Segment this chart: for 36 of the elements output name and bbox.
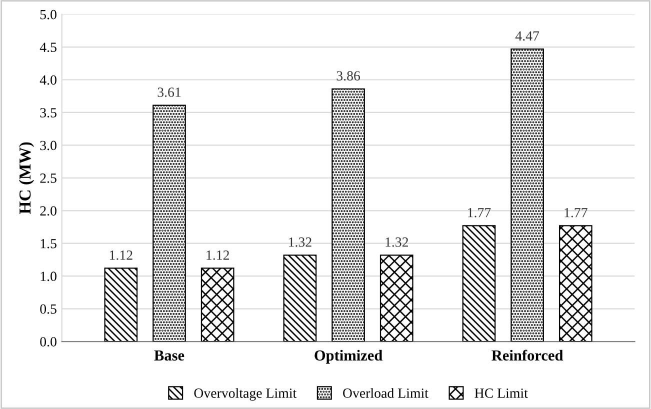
x-tick-label: Base (154, 350, 184, 361)
y-tick-label: 0.5 (40, 304, 56, 314)
bar (462, 225, 496, 342)
bar (380, 254, 414, 342)
y-tick-label: 3.5 (40, 108, 56, 118)
legend-label: Overload Limit (343, 388, 428, 398)
data-label: 4.47 (515, 31, 540, 41)
y-tick-label: 1.5 (40, 239, 56, 248)
y-tick-label: 2.5 (40, 174, 56, 183)
y-tick-label: 2.0 (40, 206, 56, 216)
x-tick-label: Reinforced (492, 350, 564, 361)
data-label: 1.77 (564, 208, 588, 218)
bar (558, 225, 592, 342)
legend-label: HC Limit (474, 388, 528, 398)
y-tick-label: 3.0 (40, 140, 56, 150)
x-tick-label: Optimized (314, 350, 382, 364)
data-label: 3.61 (158, 88, 181, 97)
y-tick-label: 4.5 (40, 42, 56, 52)
data-label: 1.32 (386, 237, 408, 247)
data-label: 1.12 (110, 250, 132, 260)
data-label: 1.12 (206, 250, 229, 260)
y-tick-label: 1.0 (40, 272, 56, 282)
bar (283, 254, 317, 342)
bar (200, 268, 234, 342)
bar (152, 104, 186, 342)
y-axis-title: HC (MW) (18, 142, 34, 214)
y-tick-label: 5.0 (40, 10, 56, 20)
y-tick-label: 4.0 (40, 75, 56, 85)
data-label: 1.77 (468, 208, 491, 218)
legend-label: Overvoltage Limit (194, 388, 297, 401)
y-tick-label: 0.0 (40, 337, 56, 347)
data-label: 3.86 (336, 71, 360, 81)
data-label: 1.32 (289, 237, 312, 247)
bar (510, 48, 544, 342)
bar (104, 268, 138, 342)
bar (332, 88, 365, 342)
